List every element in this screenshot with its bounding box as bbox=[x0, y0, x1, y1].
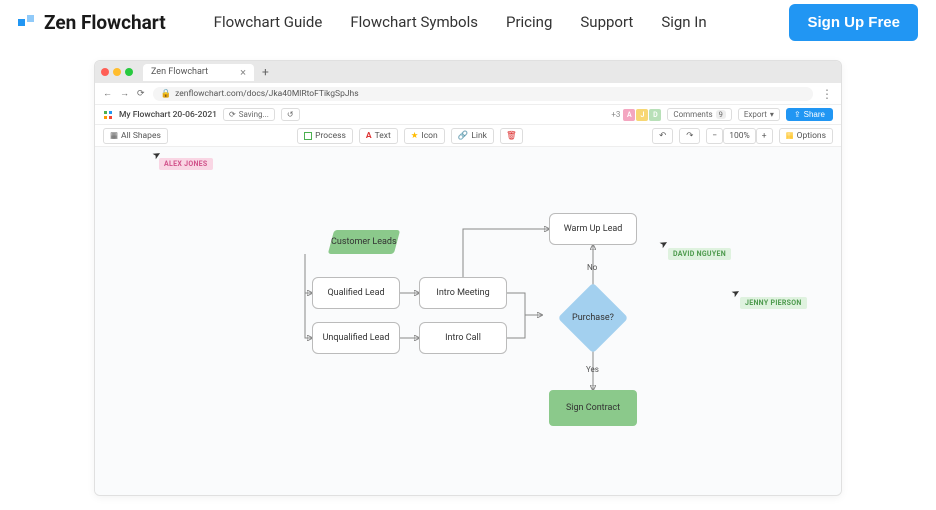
cursor-label: JENNY PIERSON bbox=[740, 297, 807, 309]
brand[interactable]: Zen Flowchart bbox=[18, 11, 166, 34]
saving-status: ⟳Saving... bbox=[223, 108, 275, 121]
node-qual[interactable]: Qualified Lead bbox=[312, 277, 400, 309]
browser-tab[interactable]: Zen Flowchart × bbox=[143, 64, 254, 81]
node-leads[interactable]: Customer Leads bbox=[328, 230, 400, 254]
all-shapes-button[interactable]: ▦All Shapes bbox=[103, 128, 168, 144]
undo-icon: ↶ bbox=[659, 131, 666, 141]
back-button[interactable]: ← bbox=[103, 88, 112, 99]
forward-button[interactable]: → bbox=[120, 88, 129, 99]
history-button[interactable]: ↺ bbox=[281, 108, 300, 121]
text-button[interactable]: AText bbox=[359, 128, 398, 144]
icon-button[interactable]: ★Icon bbox=[404, 128, 445, 144]
window-controls[interactable] bbox=[101, 68, 133, 76]
brand-text: Zen Flowchart bbox=[44, 11, 166, 34]
cursor-label: DAVID NGUYEN bbox=[668, 248, 731, 260]
app-window: Zen Flowchart × + ← → ⟳ 🔒 zenflowchart.c… bbox=[94, 60, 842, 496]
node-intro_c[interactable]: Intro Call bbox=[419, 322, 507, 354]
options-icon: ▦ bbox=[786, 131, 794, 141]
nav-guide[interactable]: Flowchart Guide bbox=[214, 13, 323, 31]
process-icon bbox=[304, 132, 312, 140]
node-purchase[interactable]: Purchase? bbox=[558, 283, 629, 354]
text-icon: A bbox=[366, 131, 372, 141]
link-button[interactable]: 🔗Link bbox=[451, 128, 494, 144]
node-sign[interactable]: Sign Contract bbox=[549, 390, 637, 426]
export-button[interactable]: Export ▾ bbox=[738, 108, 780, 121]
nav-signin[interactable]: Sign In bbox=[661, 13, 706, 31]
signup-button[interactable]: Sign Up Free bbox=[789, 4, 918, 41]
doc-icon bbox=[103, 110, 113, 120]
nav-pricing[interactable]: Pricing bbox=[506, 13, 552, 31]
collab-more: +3 bbox=[611, 110, 620, 119]
new-tab-button[interactable]: + bbox=[262, 65, 269, 79]
sync-icon: ⟳ bbox=[229, 110, 236, 119]
url-field[interactable]: 🔒 zenflowchart.com/docs/Jka40MlRtoFTikgS… bbox=[153, 87, 813, 101]
undo-button[interactable]: ↶ bbox=[652, 128, 673, 144]
maximize-dot-icon[interactable] bbox=[125, 68, 133, 76]
edge-label: No bbox=[587, 263, 597, 272]
lock-icon: 🔒 bbox=[161, 89, 172, 99]
share-icon: ⇪ bbox=[794, 110, 801, 119]
comments-count: 9 bbox=[716, 110, 726, 119]
document-title[interactable]: My Flowchart 20-06-2021 bbox=[119, 110, 217, 120]
zoom-out-button[interactable]: − bbox=[706, 128, 723, 144]
tab-title: Zen Flowchart bbox=[151, 67, 208, 77]
link-icon: 🔗 bbox=[458, 131, 469, 141]
collab-a: A bbox=[623, 109, 635, 121]
document-bar: My Flowchart 20-06-2021 ⟳Saving... ↺ +3 … bbox=[95, 105, 841, 125]
node-unq[interactable]: Unqualified Lead bbox=[312, 322, 400, 354]
zoom-level[interactable]: 100% bbox=[723, 128, 756, 144]
chevron-down-icon: ▾ bbox=[770, 110, 774, 119]
nav-symbols[interactable]: Flowchart Symbols bbox=[350, 13, 478, 31]
process-button[interactable]: Process bbox=[297, 128, 353, 144]
star-icon: ★ bbox=[411, 131, 419, 141]
brand-logo-icon bbox=[18, 13, 36, 31]
browser-urlbar: ← → ⟳ 🔒 zenflowchart.com/docs/Jka40MlRto… bbox=[95, 83, 841, 105]
toolbar: ▦All Shapes Process AText ★Icon 🔗Link 🗑 … bbox=[95, 125, 841, 147]
share-button[interactable]: ⇪Share bbox=[786, 108, 833, 121]
history-icon: ↺ bbox=[287, 110, 294, 119]
url-text: zenflowchart.com/docs/Jka40MlRtoFTikgSpJ… bbox=[175, 89, 358, 99]
node-intro_m[interactable]: Intro Meeting bbox=[419, 277, 507, 309]
edges bbox=[95, 147, 841, 495]
canvas[interactable]: Customer Leads Warm Up Lead Qualified Lead… bbox=[95, 147, 841, 495]
trash-icon: 🗑 bbox=[506, 131, 517, 141]
node-warm[interactable]: Warm Up Lead bbox=[549, 213, 637, 245]
reload-button[interactable]: ⟳ bbox=[137, 89, 145, 99]
tab-close-icon[interactable]: × bbox=[240, 66, 246, 79]
comments-button[interactable]: Comments 9 bbox=[667, 108, 731, 121]
collab-d: D bbox=[649, 109, 661, 121]
nav-support[interactable]: Support bbox=[580, 13, 633, 31]
zoom-in-button[interactable]: + bbox=[756, 128, 773, 144]
collab-j: J bbox=[636, 109, 648, 121]
browser-tabbar: Zen Flowchart × + bbox=[95, 61, 841, 83]
comments-label: Comments bbox=[673, 110, 712, 119]
close-dot-icon[interactable] bbox=[101, 68, 109, 76]
redo-icon: ↷ bbox=[686, 131, 693, 141]
redo-button[interactable]: ↷ bbox=[679, 128, 700, 144]
browser-menu-icon[interactable]: ⋮ bbox=[821, 87, 833, 101]
collaborators[interactable]: +3 A J D bbox=[611, 109, 661, 121]
delete-button[interactable]: 🗑 bbox=[500, 128, 523, 144]
minimize-dot-icon[interactable] bbox=[113, 68, 121, 76]
options-button[interactable]: ▦Options bbox=[779, 128, 833, 144]
edge-label: Yes bbox=[586, 365, 599, 374]
cursor-label: ALEX JONES bbox=[159, 158, 213, 170]
shapes-icon: ▦ bbox=[110, 131, 118, 141]
